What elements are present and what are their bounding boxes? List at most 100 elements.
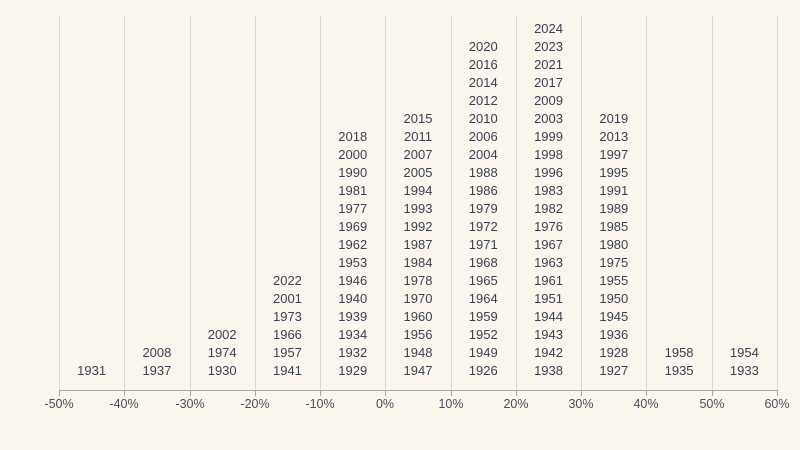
year-label: 1973 xyxy=(272,309,302,324)
year-label: 1985 xyxy=(599,219,629,234)
year-label: 1991 xyxy=(599,183,629,198)
x-axis-line xyxy=(59,390,778,391)
year-label: 1962 xyxy=(338,237,368,252)
year-label: 2011 xyxy=(404,129,432,144)
year-label: 2020 xyxy=(468,39,498,54)
gridline xyxy=(190,16,191,390)
year-label: 1950 xyxy=(599,291,629,306)
year-label: 1969 xyxy=(338,219,368,234)
x-tick-mark xyxy=(385,391,386,396)
year-label: 1968 xyxy=(468,255,498,270)
gridline xyxy=(59,16,60,390)
x-tick-label: 50% xyxy=(699,397,725,411)
x-tick-label: 30% xyxy=(568,397,594,411)
year-label: 1994 xyxy=(403,183,433,198)
year-label: 1926 xyxy=(468,363,498,378)
year-label: 1956 xyxy=(403,327,433,342)
year-label: 1992 xyxy=(403,219,433,234)
year-label: 1930 xyxy=(207,363,237,378)
year-label: 2022 xyxy=(272,273,302,288)
year-label: 2005 xyxy=(403,165,433,180)
year-label: 2008 xyxy=(142,345,172,360)
x-tick-label: -40% xyxy=(109,397,139,411)
year-label: 2006 xyxy=(468,129,498,144)
gridline xyxy=(516,16,517,390)
year-label: 1941 xyxy=(272,363,302,378)
gridline xyxy=(451,16,452,390)
year-column-0to10: 2015 2011 2007 2005 1994 1993 1992 1987 1984 1978… xyxy=(404,110,433,380)
year-label: 2019 xyxy=(599,111,629,126)
year-label: 1965 xyxy=(468,273,498,288)
year-label: 1984 xyxy=(403,255,433,270)
year-label: 1959 xyxy=(468,309,498,324)
year-label: 1954 xyxy=(729,345,759,360)
year-label: 2014 xyxy=(468,75,498,90)
x-tick-label: 10% xyxy=(438,397,464,411)
year-label: 1940 xyxy=(338,291,368,306)
year-label: 1990 xyxy=(338,165,368,180)
x-tick-mark xyxy=(59,391,60,396)
x-tick-mark xyxy=(581,391,582,396)
year-label: 1929 xyxy=(338,363,368,378)
year-label: 2024 xyxy=(534,21,563,36)
year-label: 1931 xyxy=(77,363,107,378)
year-label: 1978 xyxy=(403,273,433,288)
x-tick-mark xyxy=(451,391,452,396)
year-column-30to40: 2019 2013 1997 1995 1991 1989 1985 1980 1975 1955… xyxy=(599,110,628,380)
year-label: 2017 xyxy=(534,75,563,90)
year-label: 1975 xyxy=(599,255,629,270)
year-label: 1997 xyxy=(599,147,629,162)
year-label: 1972 xyxy=(468,219,498,234)
year-label: 1982 xyxy=(534,201,563,216)
year-label: 1928 xyxy=(599,345,629,360)
year-label: 1979 xyxy=(468,201,498,216)
year-label: 1951 xyxy=(534,291,563,306)
x-tick-label: -20% xyxy=(240,397,270,411)
year-column-20to30: 2024 2023 2021 2017 2009 2003 1999 1998 1996 1983… xyxy=(534,20,563,380)
year-label: 2009 xyxy=(534,93,563,108)
year-label: 2021 xyxy=(534,57,563,72)
x-tick-mark xyxy=(516,391,517,396)
x-tick-mark xyxy=(646,391,647,396)
year-column--30to-20: 2002 1974 1930 xyxy=(208,326,237,380)
year-label: 1964 xyxy=(468,291,498,306)
year-label: 1983 xyxy=(534,183,563,198)
x-tick-label: 0% xyxy=(375,397,395,411)
x-tick-label: 60% xyxy=(764,397,790,411)
year-column--40to-30: 2008 1937 xyxy=(142,344,171,380)
x-tick-label: -10% xyxy=(305,397,335,411)
year-label: 1942 xyxy=(534,345,563,360)
year-label: 1970 xyxy=(403,291,433,306)
year-label: 1961 xyxy=(534,273,563,288)
year-label: 1996 xyxy=(534,165,563,180)
gridline xyxy=(124,16,125,390)
year-label: 1963 xyxy=(534,255,563,270)
gridline xyxy=(581,16,582,390)
year-label: 1995 xyxy=(599,165,629,180)
year-label: 2015 xyxy=(403,111,433,126)
x-tick-mark xyxy=(255,391,256,396)
year-label: 1986 xyxy=(468,183,498,198)
year-label: 1960 xyxy=(403,309,433,324)
year-column--50to-40: 1931 xyxy=(77,362,106,380)
year-column-40to50: 1958 1935 xyxy=(665,344,694,380)
gridline xyxy=(255,16,256,390)
x-tick-mark xyxy=(777,391,778,396)
year-label: 2012 xyxy=(468,93,498,108)
year-label: 1981 xyxy=(338,183,368,198)
year-label: 1993 xyxy=(403,201,433,216)
year-label: 1952 xyxy=(468,327,498,342)
year-label: 2003 xyxy=(534,111,563,126)
gridline xyxy=(646,16,647,390)
year-label: 1946 xyxy=(338,273,368,288)
gridline xyxy=(777,16,778,390)
year-label: 1936 xyxy=(599,327,629,342)
year-label: 1977 xyxy=(338,201,368,216)
year-label: 1980 xyxy=(599,237,629,252)
year-label: 2007 xyxy=(403,147,433,162)
year-column--10to0: 2018 2000 1990 1981 1977 1969 1962 1953 1946 1940… xyxy=(338,128,367,380)
x-tick-mark xyxy=(190,391,191,396)
year-column-10to20: 2020 2016 2014 2012 2010 2006 2004 1988 1986 1979… xyxy=(469,38,498,380)
x-tick-mark xyxy=(320,391,321,396)
